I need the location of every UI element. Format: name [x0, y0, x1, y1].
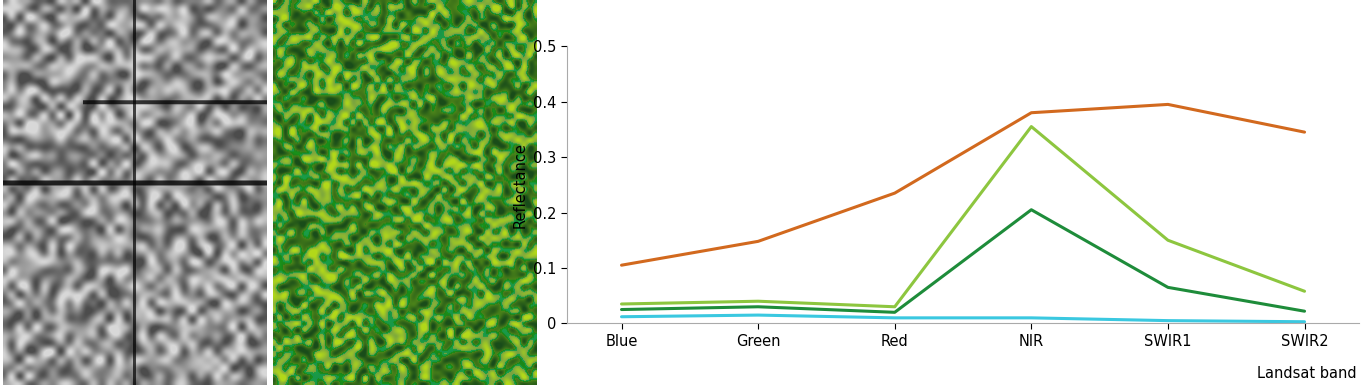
Bare soil: [1023, 110, 1040, 115]
Water: [1160, 318, 1176, 323]
Forest: [887, 310, 903, 315]
Line: Forest: Forest: [622, 210, 1305, 312]
Bare soil: [887, 191, 903, 196]
Bare soil: [750, 239, 766, 244]
Water: [1023, 316, 1040, 320]
Bare soil: [1296, 130, 1313, 134]
Vegetation: [1296, 289, 1313, 293]
Vegetation: [1160, 238, 1176, 243]
Bare soil: [1160, 102, 1176, 107]
Line: Water: Water: [622, 315, 1305, 322]
Vegetation: [613, 302, 630, 306]
Y-axis label: Reflectance: Reflectance: [512, 142, 527, 228]
Bare soil: [613, 263, 630, 268]
Water: [613, 315, 630, 319]
Line: Bare soil: Bare soil: [622, 104, 1305, 265]
Vegetation: [887, 305, 903, 309]
Forest: [1160, 285, 1176, 290]
Forest: [1296, 309, 1313, 313]
Vegetation: [1023, 124, 1040, 129]
Line: Vegetation: Vegetation: [622, 127, 1305, 307]
Forest: [750, 305, 766, 309]
Forest: [613, 307, 630, 312]
Forest: [1023, 208, 1040, 212]
Water: [887, 316, 903, 320]
Vegetation: [750, 299, 766, 303]
Text: Landsat band: Landsat band: [1257, 366, 1356, 381]
Water: [1296, 320, 1313, 324]
Water: [750, 313, 766, 317]
